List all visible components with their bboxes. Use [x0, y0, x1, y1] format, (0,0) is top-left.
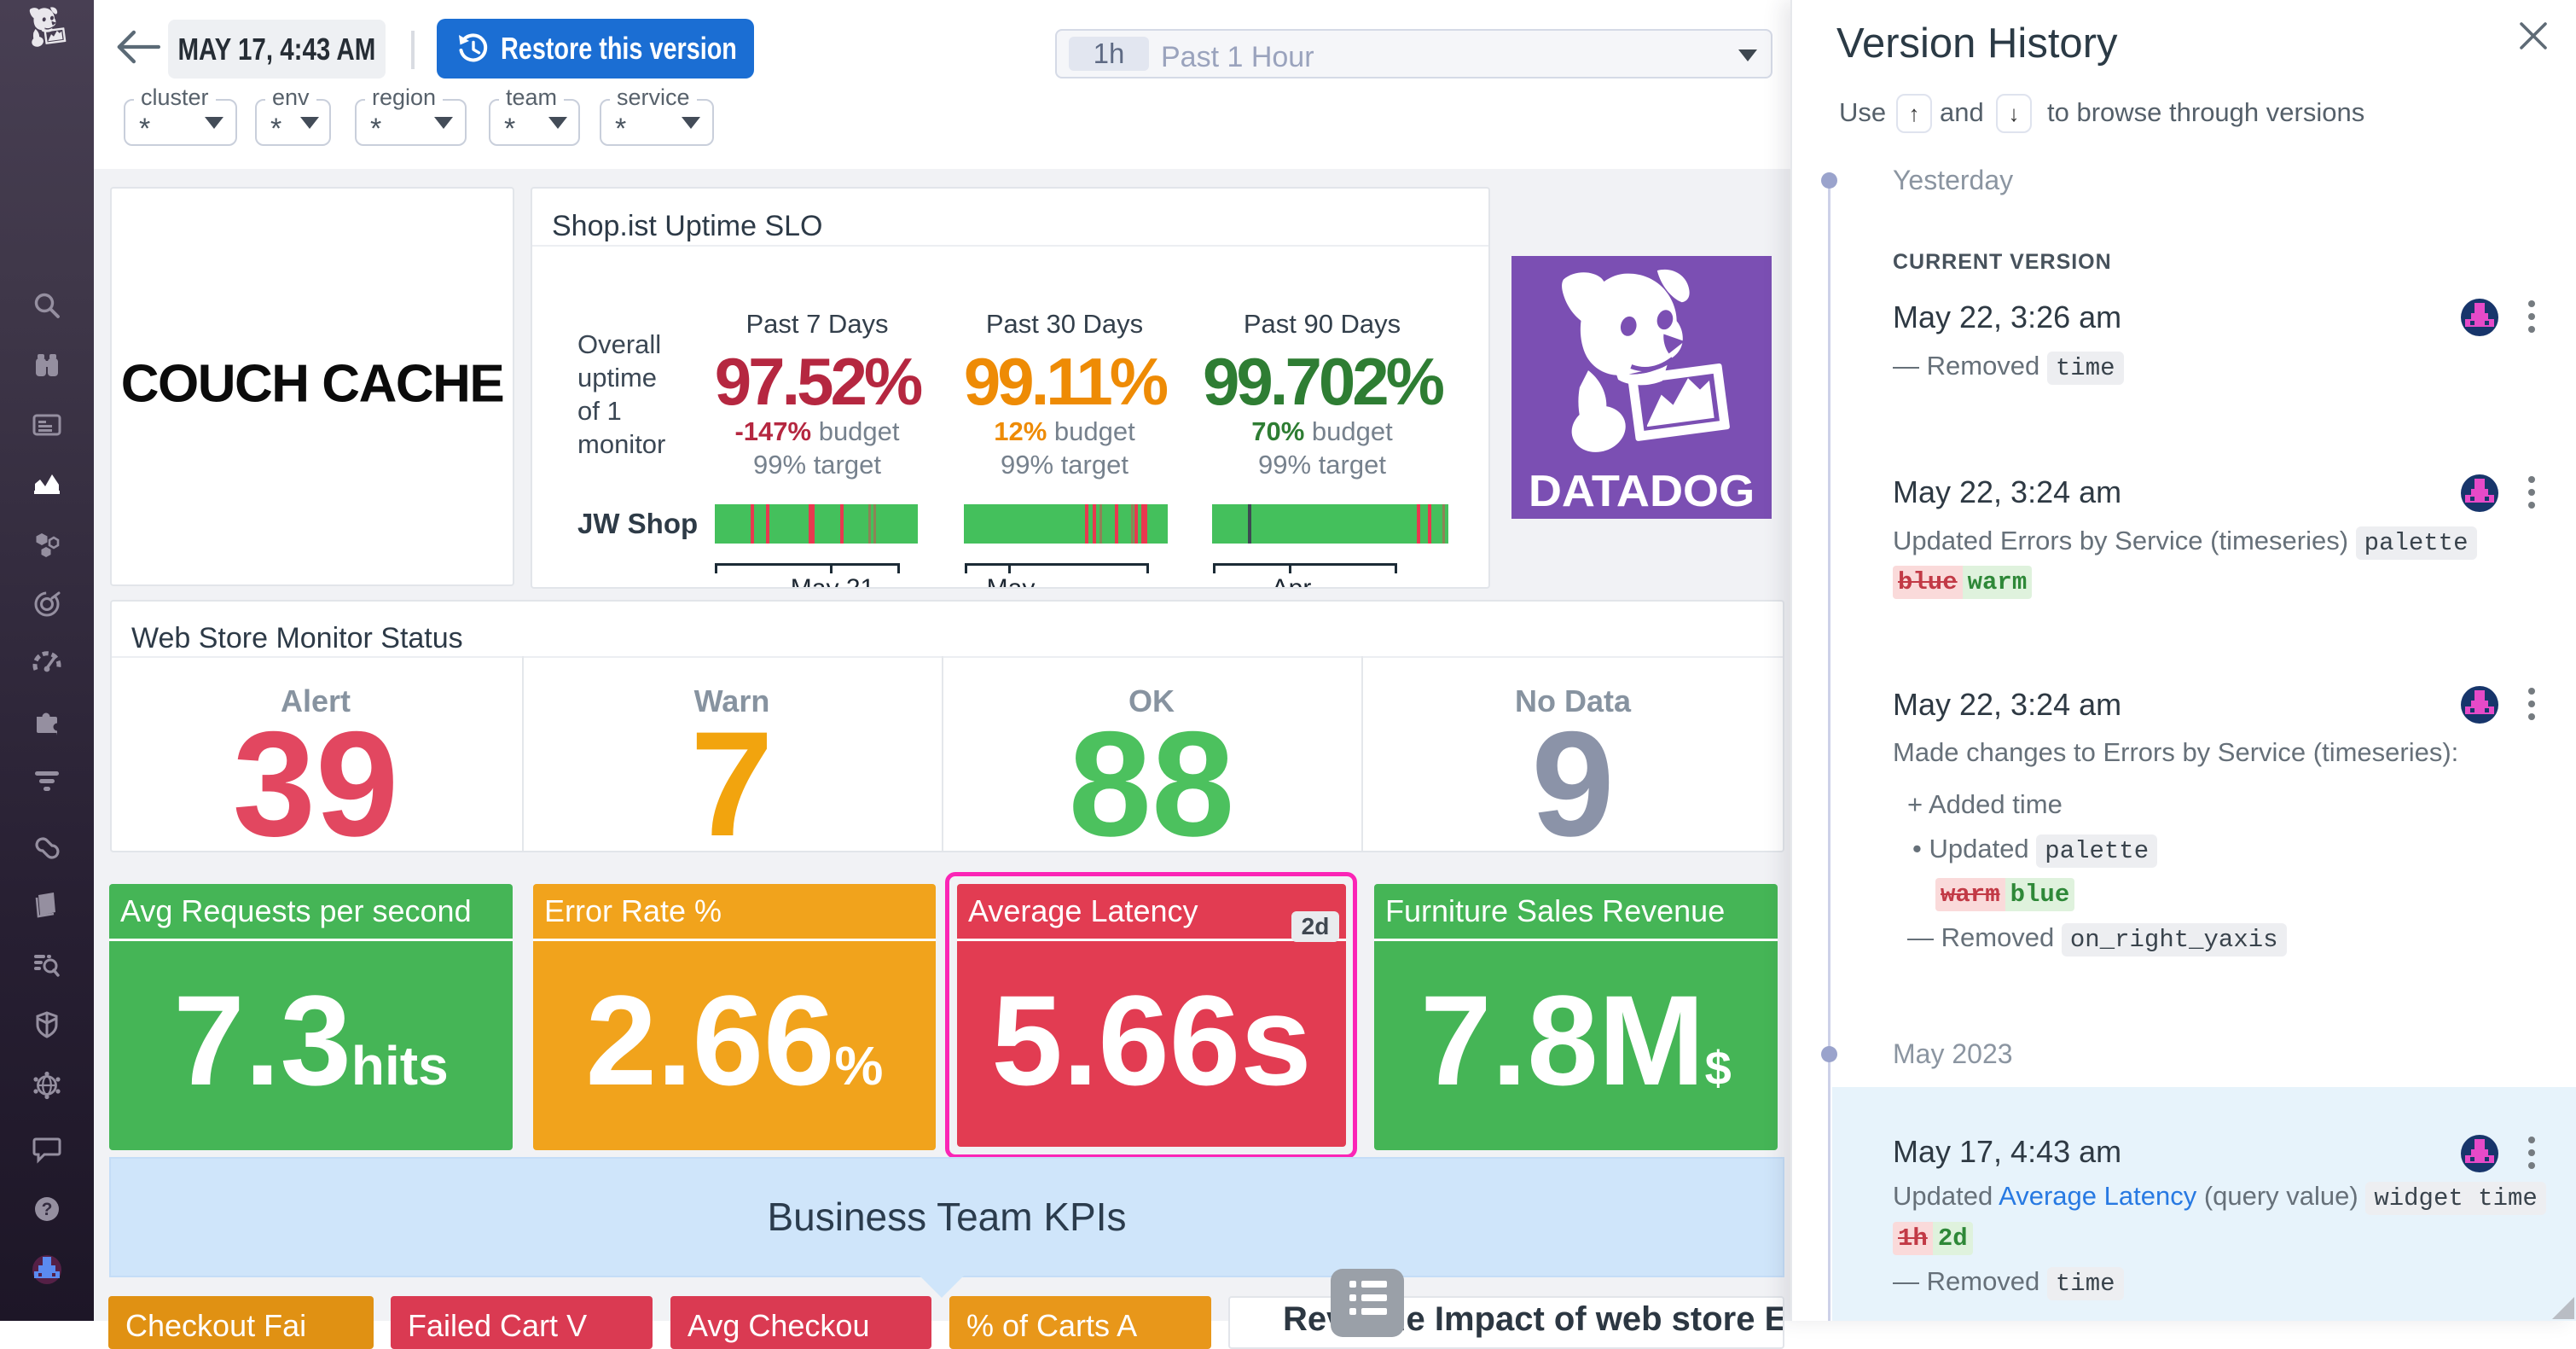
svg-text:?: ? — [42, 1200, 53, 1219]
svg-text:DATADOG: DATADOG — [1529, 466, 1755, 515]
